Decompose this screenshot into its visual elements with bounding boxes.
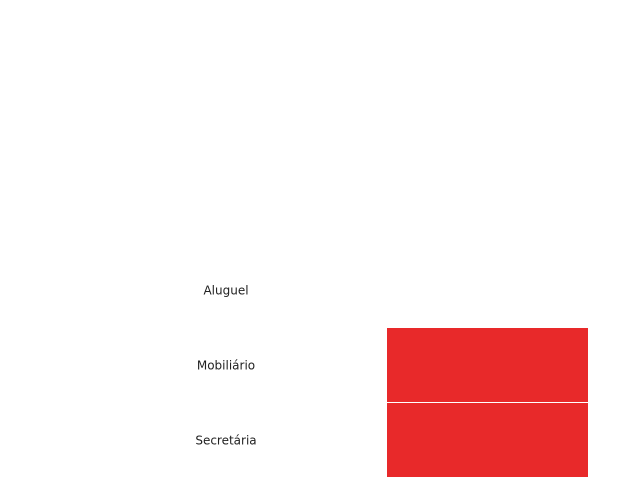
bars bbox=[387, 328, 588, 477]
category-label: Aluguel bbox=[203, 284, 248, 298]
category-labels: Aluguel Mobiliário Secretária bbox=[195, 284, 256, 448]
bar bbox=[387, 403, 588, 477]
category-label: Secretária bbox=[195, 434, 256, 448]
bar bbox=[387, 328, 588, 402]
category-label: Mobiliário bbox=[197, 359, 255, 373]
